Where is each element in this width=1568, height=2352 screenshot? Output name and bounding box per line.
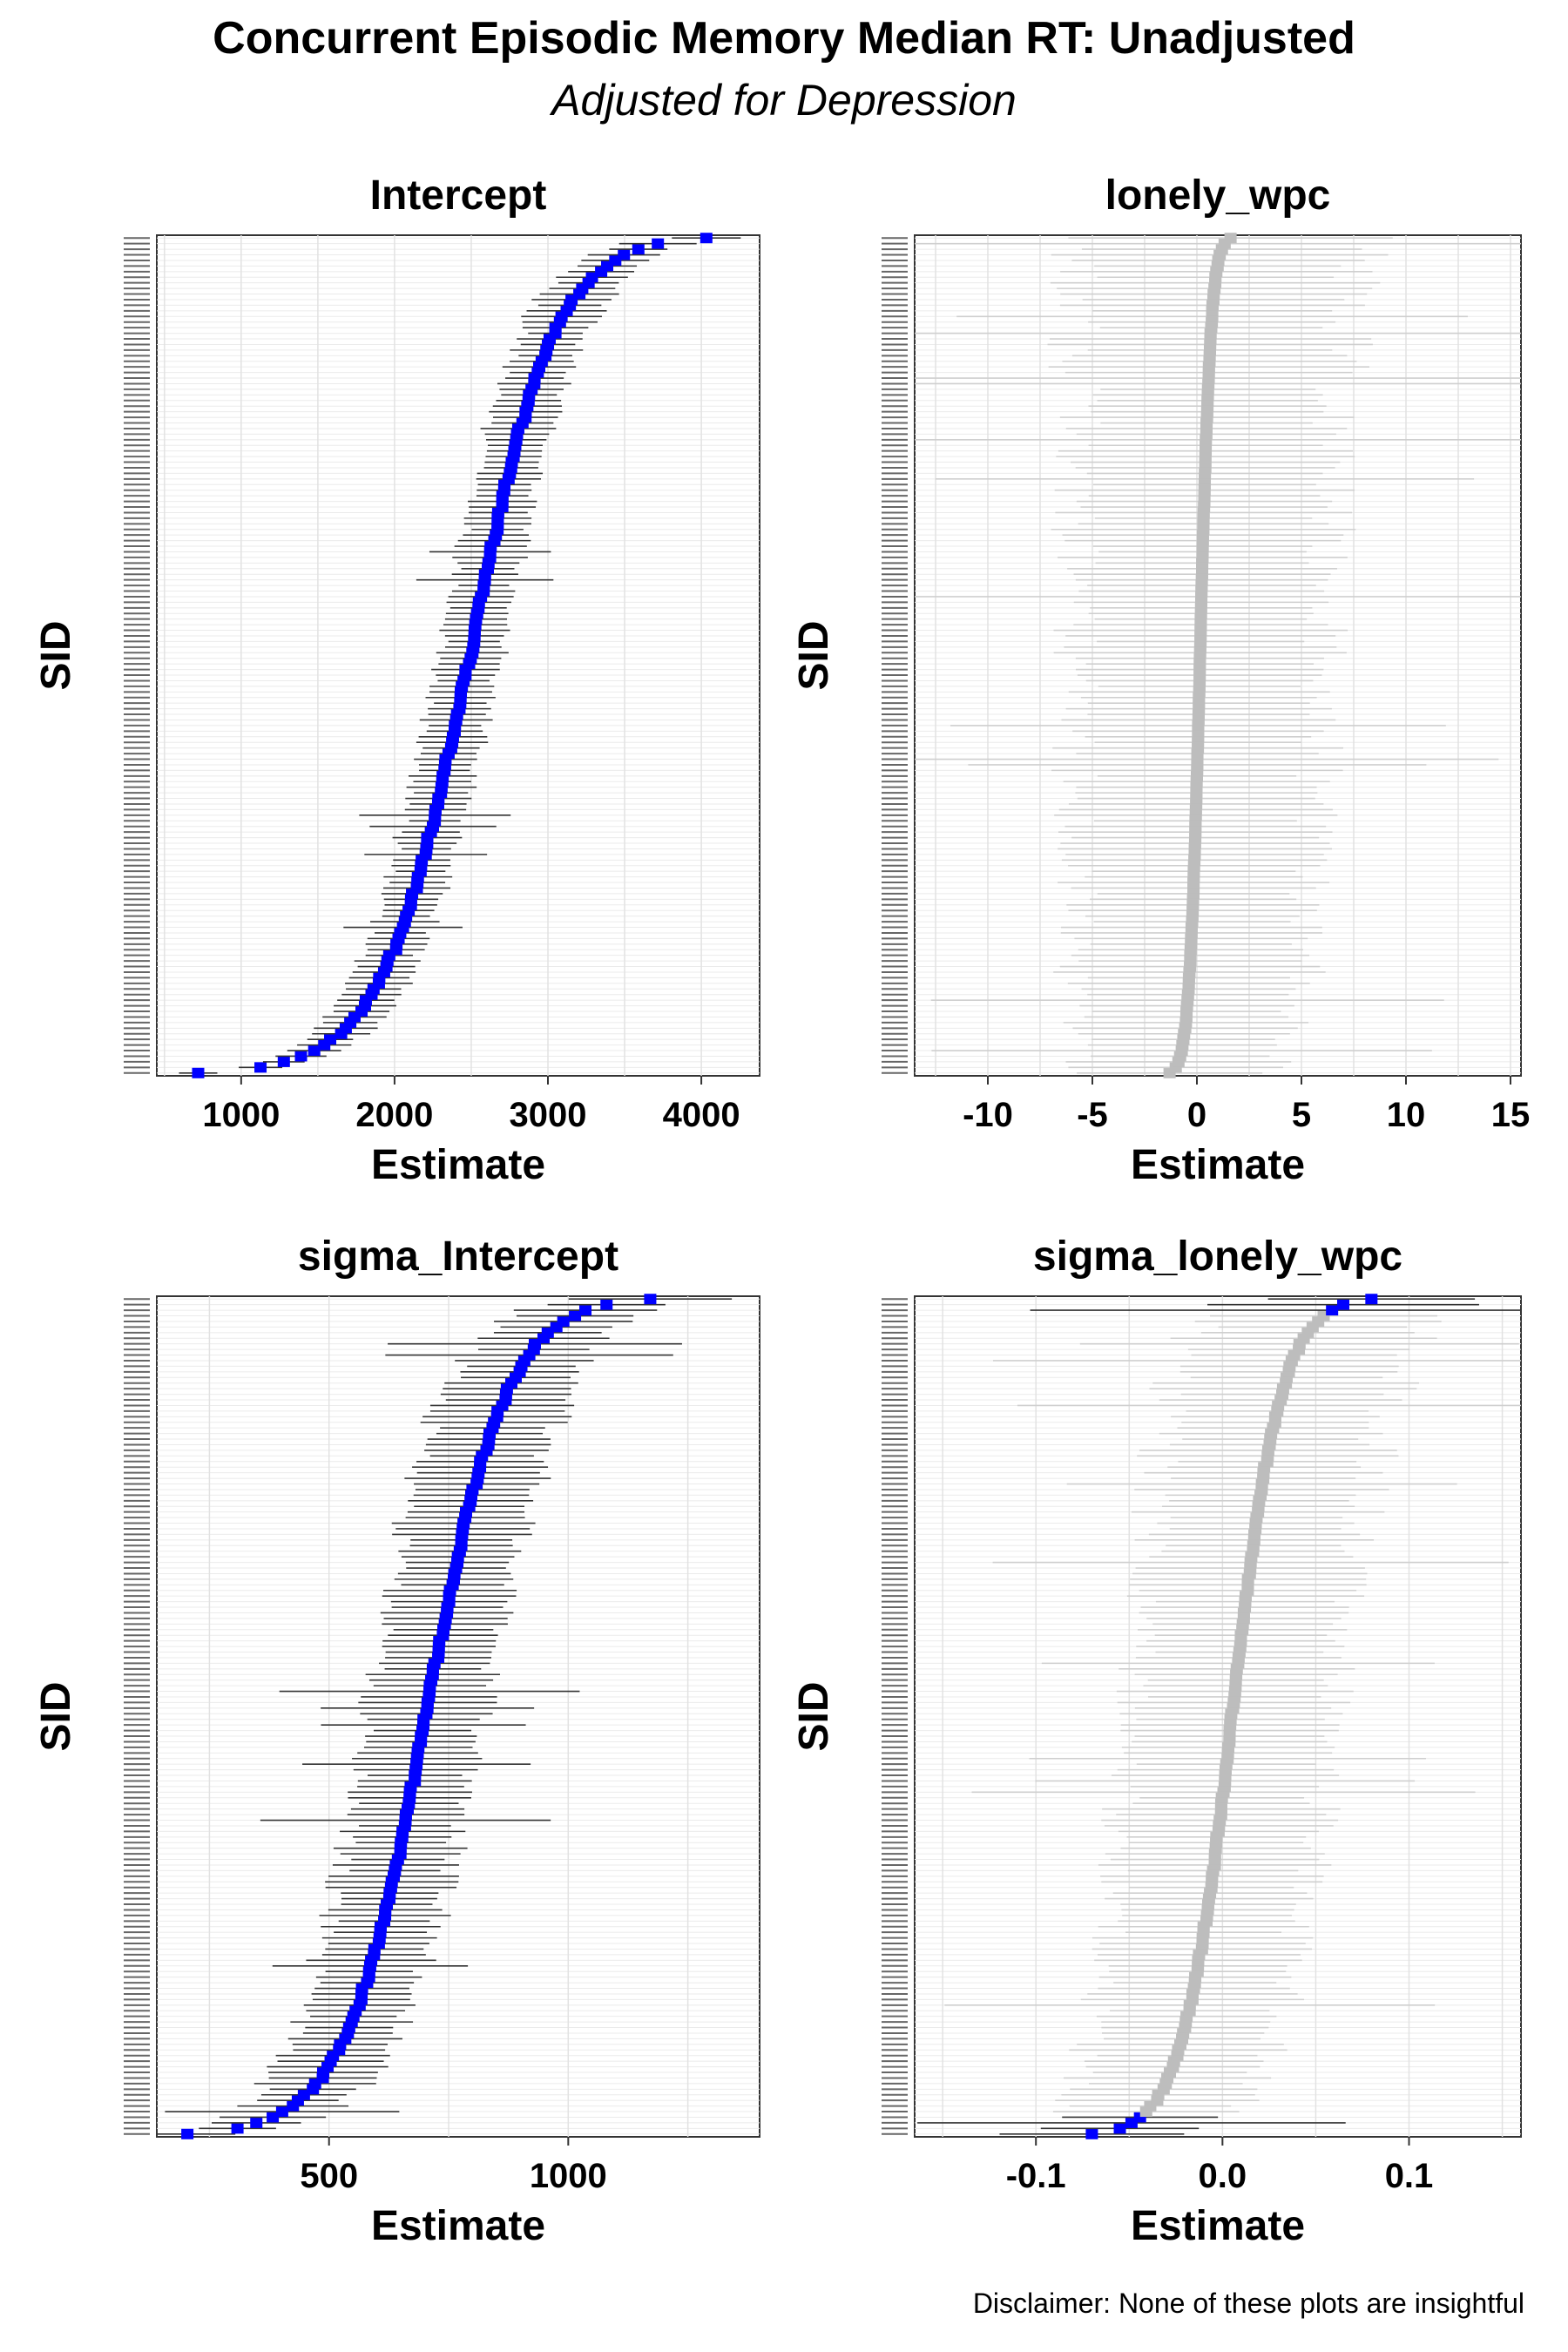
estimate-point: [1365, 1294, 1378, 1305]
panel-intercept: 1000 2000 3000 4000 Intercept Estimate SID: [33, 172, 760, 1188]
x-tick-label: 1000: [202, 1096, 280, 1134]
estimate-point: [1218, 1781, 1231, 1792]
estimate-point: [192, 1067, 205, 1078]
x-tick-label: -5: [1077, 1096, 1108, 1134]
x-axis-label: Estimate: [371, 1142, 545, 1188]
estimate-point: [1113, 2123, 1126, 2134]
estimate-point: [324, 1034, 337, 1045]
panel-background: [156, 1295, 760, 2138]
panel-lonely-wpc: -10 -5 0 5 10 15 lonely_wpc Estimate SID: [791, 172, 1530, 1188]
estimate-point: [277, 1056, 290, 1067]
panel-title: sigma_Intercept: [298, 1233, 618, 1280]
x-tick-label: 0: [1187, 1096, 1206, 1134]
x-tick-label: 3000: [510, 1096, 587, 1134]
panel-sigma-lonely-wpc: -0.1 0.0 0.1 sigma_lonely_wpc Estimate SID: [791, 1233, 1522, 2249]
y-axis-label: SID: [791, 1681, 837, 1751]
estimate-point: [618, 249, 631, 260]
estimate-point: [1326, 1305, 1339, 1316]
estimate-point: [579, 1305, 592, 1316]
x-tick-label: 5: [1292, 1096, 1311, 1134]
estimate-point: [294, 1051, 308, 1062]
panel-background: [914, 1295, 1522, 2138]
estimate-point: [267, 2112, 280, 2123]
estimate-point: [1336, 1299, 1349, 1310]
x-tick-label: 4000: [663, 1096, 740, 1134]
x-axis-label: Estimate: [1131, 2203, 1305, 2249]
estimate-point: [557, 1315, 570, 1327]
x-tick-label: -0.1: [1006, 2157, 1066, 2195]
x-tick-label: 500: [300, 2157, 358, 2195]
y-axis-label: SID: [33, 1681, 79, 1751]
panel-title: Intercept: [370, 172, 547, 219]
x-tick-label: 0.0: [1199, 2157, 1247, 2195]
x-tick-label: 10: [1387, 1096, 1426, 1134]
estimate-point: [652, 238, 665, 249]
panel-background: [914, 234, 1522, 1077]
x-axis-label: Estimate: [1131, 1142, 1305, 1188]
x-tick-label: -10: [963, 1096, 1013, 1134]
y-axis-label: SID: [791, 620, 837, 690]
estimate-point: [1224, 233, 1237, 244]
panel-background: [156, 234, 760, 1077]
estimate-point: [308, 1045, 321, 1057]
estimate-point: [569, 1310, 582, 1321]
estimate-point: [231, 2123, 244, 2134]
estimate-point: [600, 1299, 613, 1310]
estimate-point: [275, 2106, 288, 2118]
estimate-point: [1085, 2128, 1098, 2139]
estimate-point: [644, 1294, 657, 1305]
panel-title: lonely_wpc: [1105, 172, 1331, 219]
estimate-point: [250, 2117, 263, 2128]
chart-title: Concurrent Episodic Memory Median RT: Un…: [213, 13, 1355, 64]
y-axis-label: SID: [33, 620, 79, 690]
panel-title: sigma_lonely_wpc: [1033, 1233, 1402, 1280]
chart-subtitle: Adjusted for Depression: [551, 76, 1017, 125]
x-tick-label: 15: [1491, 1096, 1531, 1134]
x-tick-label: 1000: [530, 2157, 607, 2195]
disclaimer-note: Disclaimer: None of these plots are insi…: [972, 2288, 1524, 2319]
estimate-point: [254, 1062, 267, 1073]
panel-sigma-intercept: 500 1000 sigma_Intercept Estimate SID: [33, 1233, 760, 2249]
estimate-point: [700, 233, 713, 244]
x-tick-label: 2000: [355, 1096, 433, 1134]
estimate-point: [181, 2128, 194, 2139]
estimate-point: [632, 244, 645, 255]
estimate-point: [404, 1781, 417, 1792]
estimate-point: [585, 272, 598, 283]
x-axis-label: Estimate: [371, 2203, 545, 2249]
x-tick-label: 0.1: [1385, 2157, 1434, 2195]
